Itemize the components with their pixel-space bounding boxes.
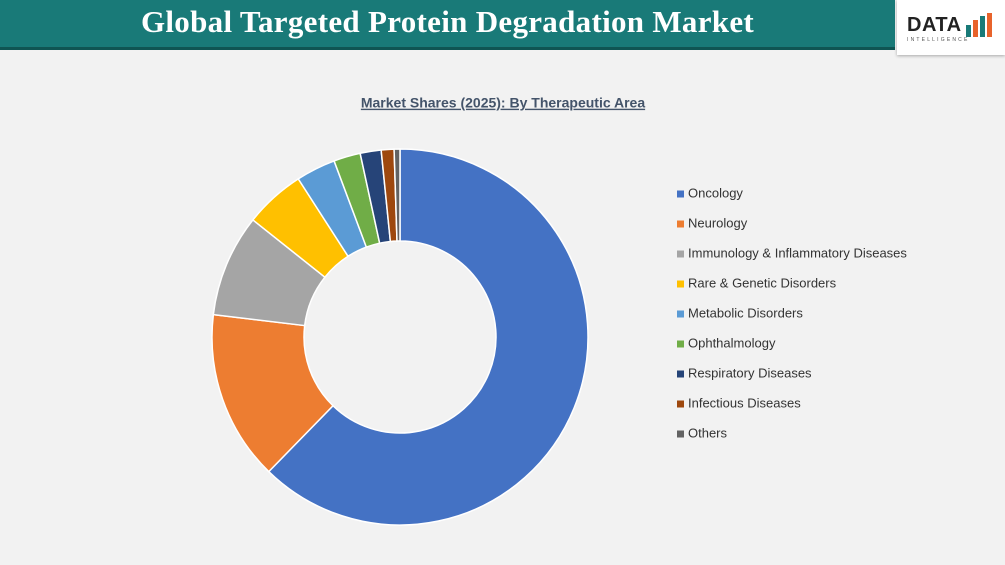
legend-marker: [677, 430, 684, 438]
legend-label: Ophthalmology: [688, 335, 776, 350]
logo: DATA INTELLIGENCE: [897, 0, 1005, 55]
legend-label: Infectious Diseases: [688, 395, 801, 410]
chart-title: Market Shares (2025): By Therapeutic Are…: [361, 95, 645, 111]
legend-label: Immunology & Inflammatory Diseases: [688, 245, 907, 260]
donut-slice: [211, 313, 335, 473]
legend-marker: [677, 340, 684, 348]
legend-label: Respiratory Diseases: [688, 365, 812, 380]
donut-slice: [393, 148, 401, 242]
legend-marker: [677, 190, 684, 198]
legend-marker: [677, 280, 684, 288]
legend-marker: [677, 310, 684, 318]
legend-label: Oncology: [688, 185, 743, 200]
header-bar: Global Targeted Protein Degradation Mark…: [0, 0, 895, 50]
legend-marker: [677, 220, 684, 228]
legend-marker: [677, 250, 684, 258]
legend-label: Metabolic Disorders: [688, 305, 803, 320]
legend-label: Others: [688, 425, 728, 440]
legend-label: Rare & Genetic Disorders: [688, 275, 837, 290]
legend-marker: [677, 370, 684, 378]
logo-subtext: INTELLIGENCE: [907, 37, 970, 43]
chart: Market Shares (2025): By Therapeutic Are…: [211, 95, 907, 526]
legend-label: Neurology: [688, 215, 748, 230]
legend-marker: [677, 400, 684, 408]
donut-slice: [267, 148, 589, 526]
page-title: Global Targeted Protein Degradation Mark…: [140, 4, 755, 39]
logo-icon: [966, 13, 992, 37]
logo-text: DATA: [907, 14, 962, 36]
